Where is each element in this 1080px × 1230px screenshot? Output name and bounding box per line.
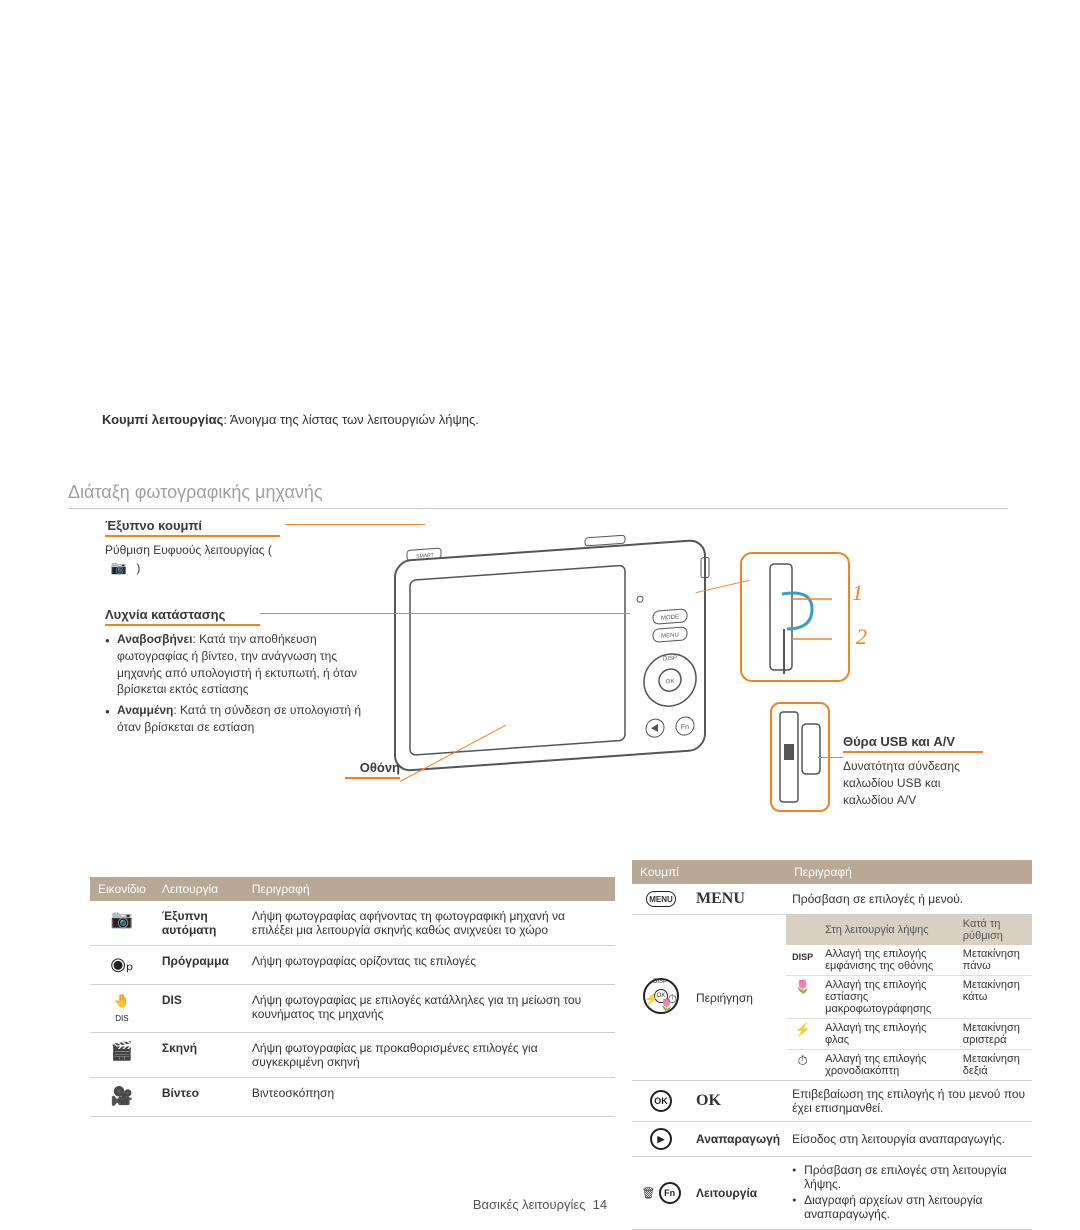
timer-icon: ⏱ <box>798 1053 808 1068</box>
flash-icon: ⚡ <box>795 1022 811 1037</box>
scene-icon: 🎬 <box>108 1041 136 1063</box>
table-row: ◉ₚ Πρόγραμμα Λήψη φωτογραφίας ορίζοντας … <box>90 946 615 985</box>
leader-line <box>818 757 843 758</box>
sub-th: Στη λειτουργία λήψης <box>819 915 957 945</box>
table-row: ▶ Αναπαραγωγή Είσοδος στη λειτουργία ανα… <box>632 1122 1032 1157</box>
smart-button-title: Έξυπνο κουμπί <box>105 518 280 533</box>
usb-port-desc: Δυνατότητα σύνδεσης καλωδίου USB και καλ… <box>843 758 983 808</box>
status-light-title: Λυχνία κατάστασης <box>105 607 380 622</box>
table-row: 🤚DIS DIS Λήψη φωτογραφίας με επιλογές κα… <box>90 985 615 1033</box>
label-smart-button: Έξυπνο κουμπί Ρύθμιση Ευφυούς λειτουργία… <box>105 518 280 581</box>
detail-number-2: 2 <box>856 624 867 650</box>
divider <box>105 624 260 626</box>
table-row: 🎬 Σκηνή Λήψη φωτογραφίας με προκαθορισμέ… <box>90 1033 615 1078</box>
play-button-icon: ▶ <box>650 1128 672 1150</box>
play-desc: Είσοδος στη λειτουργία αναπαραγωγής. <box>786 1122 1032 1157</box>
leader-line <box>260 613 630 614</box>
dis-icon: 🤚DIS <box>108 993 136 1015</box>
detail-number-1: 1 <box>852 580 863 606</box>
buttons-table: Κουμπί Περιγραφή MENU MENU Πρόσβαση σε ε… <box>632 860 1032 1230</box>
nav-dpad-icon: OK DISP 🌷 ⚡ ⏱ <box>643 978 679 1014</box>
leader-line <box>285 524 425 525</box>
table-row: OK DISP 🌷 ⚡ ⏱ Περιήγηση Στη λειτουργία λ… <box>632 915 1032 1081</box>
menu-desc: Πρόσβαση σε επιλογές ή μενού. <box>786 884 1032 915</box>
ok-desc: Επιβεβαίωση της επιλογής ή του μενού που… <box>786 1081 1032 1122</box>
disp-icon: DISP <box>792 952 813 962</box>
table-row: OK OK Επιβεβαίωση της επιλογής ή του μεν… <box>632 1081 1032 1122</box>
mode-name: Σκηνή <box>154 1033 244 1078</box>
mode-name: Πρόγραμμα <box>154 946 244 985</box>
mode-name: Έξυπνη αυτόματη <box>154 901 244 946</box>
table-row: 🗑 Fn Λειτουργία Πρόσβαση σε επιλογές στη… <box>632 1157 1032 1230</box>
svg-text:DISP: DISP <box>663 656 677 663</box>
page-footer: Βασικές λειτουργίες 14 <box>0 1197 1080 1212</box>
th-function: Λειτουργία <box>154 877 244 901</box>
program-icon: ◉ₚ <box>108 954 136 976</box>
sub-th: Κατά τη ρύθμιση <box>957 915 1032 945</box>
mode-desc: Λήψη φωτογραφίας με προκαθορισμένες επιλ… <box>244 1033 615 1078</box>
sub-th <box>786 915 819 945</box>
nav-subtable: Στη λειτουργία λήψης Κατά τη ρύθμιση DIS… <box>786 915 1032 1080</box>
ok-button-icon: OK <box>650 1090 672 1112</box>
mode-name: Βίντεο <box>154 1078 244 1117</box>
divider <box>105 535 280 537</box>
nav-nested: Στη λειτουργία λήψης Κατά τη ρύθμιση DIS… <box>786 915 1032 1081</box>
label-usb-port: Θύρα USB και A/V Δυνατότητα σύνδεσης καλ… <box>843 734 983 808</box>
macro-icon: 🌷 <box>795 979 811 994</box>
svg-text:SMART: SMART <box>416 553 433 560</box>
menu-label: MENU <box>690 884 786 915</box>
table-row: 🎥 Βίντεο Βιντεοσκόπηση <box>90 1078 615 1117</box>
divider <box>843 751 983 753</box>
play-label: Αναπαραγωγή <box>690 1122 786 1157</box>
nav-label: Περιήγηση <box>690 915 786 1081</box>
th-description: Περιγραφή <box>244 877 615 901</box>
fn-desc: Πρόσβαση σε επιλογές στη λειτουργία λήψη… <box>786 1157 1032 1230</box>
menu-button-icon: MENU <box>646 891 676 907</box>
svg-text:MENU: MENU <box>661 632 679 639</box>
smart-button-desc: Ρύθμιση Ευφυούς λειτουργίας ( 📷 ) <box>105 542 280 581</box>
video-icon: 🎥 <box>108 1086 136 1108</box>
page-title: Διάταξη φωτογραφικής μηχανής <box>68 482 1008 509</box>
th-description: Περιγραφή <box>786 860 1032 884</box>
usb-port-title: Θύρα USB και A/V <box>843 734 983 749</box>
fn-label: Λειτουργία <box>690 1157 786 1230</box>
mode-desc: Λήψη φωτογραφίας ορίζοντας τις επιλογές <box>244 946 615 985</box>
svg-text:OK: OK <box>666 679 675 686</box>
smart-auto-icon: 📷 <box>108 909 136 931</box>
strap-detail-diagram <box>740 552 850 682</box>
table-row: MENU MENU Πρόσβαση σε επιλογές ή μενού. <box>632 884 1032 915</box>
th-button: Κουμπί <box>632 860 786 884</box>
ok-label: OK <box>690 1081 786 1122</box>
mode-button-caption: Κουμπί λειτουργίας: Άνοιγμα της λίστας τ… <box>102 412 1080 427</box>
mode-name: DIS <box>154 985 244 1033</box>
modes-table: Εικονίδιο Λειτουργία Περιγραφή 📷 Έξυπνη … <box>90 877 615 1117</box>
status-light-desc: Αναβοσβήνει: Κατά την αποθήκευση φωτογρα… <box>105 631 380 736</box>
table-row: 📷 Έξυπνη αυτόματη Λήψη φωτογραφίας αφήνο… <box>90 901 615 946</box>
mode-desc: Λήψη φωτογραφίας αφήνοντας τη φωτογραφικ… <box>244 901 615 946</box>
mode-desc: Βιντεοσκόπηση <box>244 1078 615 1117</box>
camera-diagram: DISP OK MODE MENU Fn SMART <box>385 532 715 792</box>
smart-icon: 📷 <box>105 559 133 581</box>
svg-text:MODE: MODE <box>661 614 679 621</box>
mode-desc: Λήψη φωτογραφίας με επιλογές κατάλληλες … <box>244 985 615 1033</box>
label-status-light: Λυχνία κατάστασης Αναβοσβήνει: Κατά την … <box>105 607 380 740</box>
svg-text:Fn: Fn <box>681 724 689 732</box>
th-icon: Εικονίδιο <box>90 877 154 901</box>
